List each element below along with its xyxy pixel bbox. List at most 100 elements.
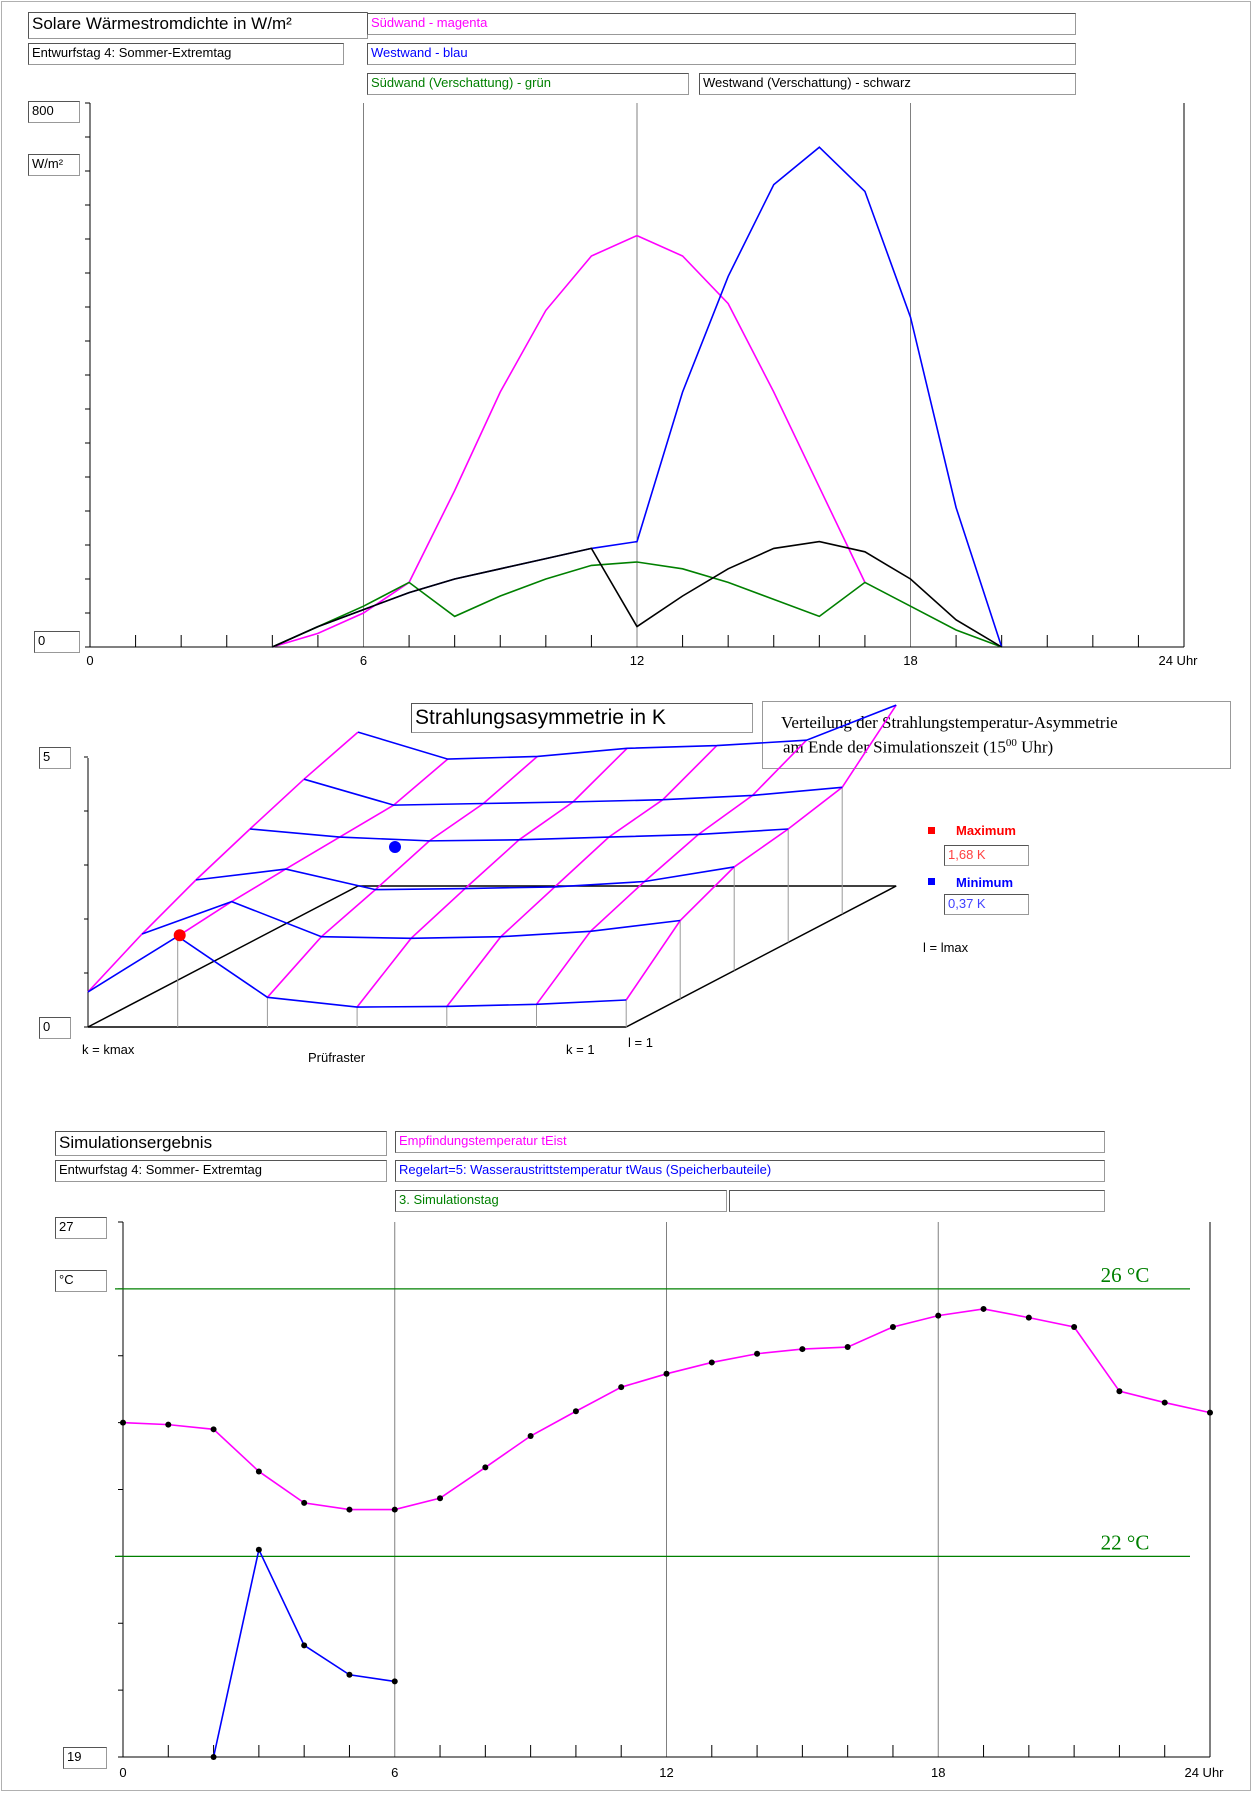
data-point	[301, 1642, 308, 1649]
asymmetry-surface	[84, 704, 935, 1028]
data-point	[210, 1754, 217, 1760]
base-edge	[87, 885, 359, 1028]
data-point	[889, 1323, 896, 1330]
solar-flux-chart: 0 6 12 18 24 Uhr	[85, 102, 1198, 668]
label-kmax: k = kmax	[82, 1042, 135, 1057]
asym-ymin-box[interactable]: 0	[39, 1017, 71, 1039]
top-chart-title: Solare Wärmestromdichte in W/m²	[28, 12, 368, 39]
label-l1: l = 1	[628, 1035, 653, 1050]
data-point	[708, 1359, 715, 1366]
maximum-label: Maximum	[956, 823, 1016, 838]
top-unit-box: W/m²	[28, 154, 80, 176]
data-point	[210, 1426, 217, 1433]
sim-title: Simulationsergebnis	[55, 1131, 387, 1156]
surface-line-k	[249, 828, 789, 842]
sim-unit-box: °C	[55, 1270, 107, 1292]
x-tick-label: 0	[119, 1765, 126, 1780]
data-point	[120, 1419, 126, 1426]
minimum-marker	[389, 841, 401, 853]
series-line-1	[212, 1547, 395, 1758]
series-line-2	[272, 561, 1002, 648]
data-point	[754, 1350, 761, 1357]
asymmetry-note-line2: am Ende der Simulationszeit (15	[783, 737, 1006, 757]
surface-line-l	[446, 745, 718, 1007]
asymmetry-note-sup: 00	[1005, 737, 1017, 749]
legend-simulationstag: 3. Simulationstag	[395, 1190, 727, 1212]
legend-west: Westwand - blau	[367, 43, 1076, 65]
series-line-0	[272, 234, 866, 648]
surface-line-l	[177, 758, 449, 937]
x-tick-label: 0	[86, 653, 93, 668]
surface-line-l	[625, 704, 897, 1001]
data-point	[844, 1344, 851, 1351]
surface-line-k	[195, 866, 735, 891]
minimum-label: Minimum	[956, 875, 1014, 890]
surface-line-l	[266, 755, 538, 998]
reference-label: 22 °C	[1101, 1530, 1150, 1554]
x-tick-label: 12	[659, 1765, 673, 1780]
data-point	[391, 1678, 398, 1685]
surface-line-l	[535, 739, 808, 1005]
top-chart-subtitle: Entwurfstag 4: Sommer-Extremtag	[28, 43, 344, 65]
data-point	[346, 1506, 353, 1513]
data-point	[618, 1384, 625, 1391]
data-point	[1116, 1388, 1123, 1395]
label-pruefraster: Prüfraster	[308, 1050, 366, 1065]
x-tick-label: 6	[391, 1765, 398, 1780]
base-edge	[625, 885, 897, 1028]
legend-empty	[729, 1190, 1105, 1212]
asymmetry-note-line2-end: Uhr)	[1016, 737, 1054, 757]
x-tick-label: 24 Uhr	[1184, 1765, 1224, 1780]
asymmetry-note: Verteilung der Strahlungstemperatur-Asym…	[762, 701, 1231, 769]
data-point	[935, 1312, 942, 1319]
surface-line-k	[357, 704, 897, 760]
minimum-value: 0,37 K	[944, 894, 1029, 915]
legend-empfindung: Empfindungstemperatur tEist	[395, 1131, 1105, 1153]
reference-label: 26 °C	[1101, 1263, 1150, 1287]
data-point	[255, 1546, 262, 1553]
x-tick-label: 18	[931, 1765, 945, 1780]
legend-west-shaded: Westwand (Verschattung) - schwarz	[699, 73, 1076, 95]
x-tick-label: 18	[903, 653, 917, 668]
data-point	[663, 1370, 670, 1377]
surface-line-l	[87, 731, 359, 993]
x-tick-label: 6	[360, 653, 367, 668]
label-lmax: l = lmax	[923, 940, 969, 955]
x-tick-label: 12	[630, 653, 644, 668]
data-point	[301, 1499, 308, 1506]
x-tick-label: 24 Uhr	[1158, 653, 1198, 668]
data-point	[391, 1506, 398, 1513]
data-point	[799, 1346, 806, 1353]
data-point	[527, 1433, 534, 1439]
data-point	[437, 1495, 444, 1502]
sim-ymax-box[interactable]: 27	[55, 1217, 107, 1239]
data-point	[1207, 1409, 1213, 1416]
data-point	[482, 1464, 489, 1471]
legend-south: Südwand - magenta	[367, 13, 1076, 35]
data-point	[165, 1421, 172, 1428]
data-point	[1025, 1314, 1032, 1321]
maximum-marker	[173, 929, 186, 942]
label-k1: k = 1	[566, 1042, 595, 1057]
data-point	[255, 1468, 262, 1475]
data-point	[980, 1305, 987, 1312]
data-point	[572, 1408, 579, 1415]
series-line-3	[272, 540, 1003, 648]
maximum-value: 1,68 K	[944, 845, 1029, 866]
data-point	[1161, 1399, 1168, 1406]
legend-south-shaded: Südwand (Verschattung) - grün	[367, 73, 689, 95]
data-point	[1071, 1323, 1078, 1330]
legend-wasser: Regelart=5: Wasseraustrittstemperatur tW…	[395, 1160, 1105, 1182]
data-point	[346, 1671, 353, 1678]
top-ymin-box[interactable]: 0	[34, 631, 80, 653]
top-ymax-box[interactable]: 800	[28, 101, 80, 123]
sim-ymin-box[interactable]: 19	[63, 1747, 107, 1769]
asymmetry-title: Strahlungsasymmetrie in K	[411, 703, 753, 733]
asym-ymax-box[interactable]: 5	[39, 747, 71, 769]
surface-line-k	[141, 900, 681, 940]
minimum-swatch	[928, 878, 935, 885]
maximum-swatch	[928, 827, 935, 834]
sim-subtitle: Entwurfstag 4: Sommer- Extremtag	[55, 1160, 387, 1182]
